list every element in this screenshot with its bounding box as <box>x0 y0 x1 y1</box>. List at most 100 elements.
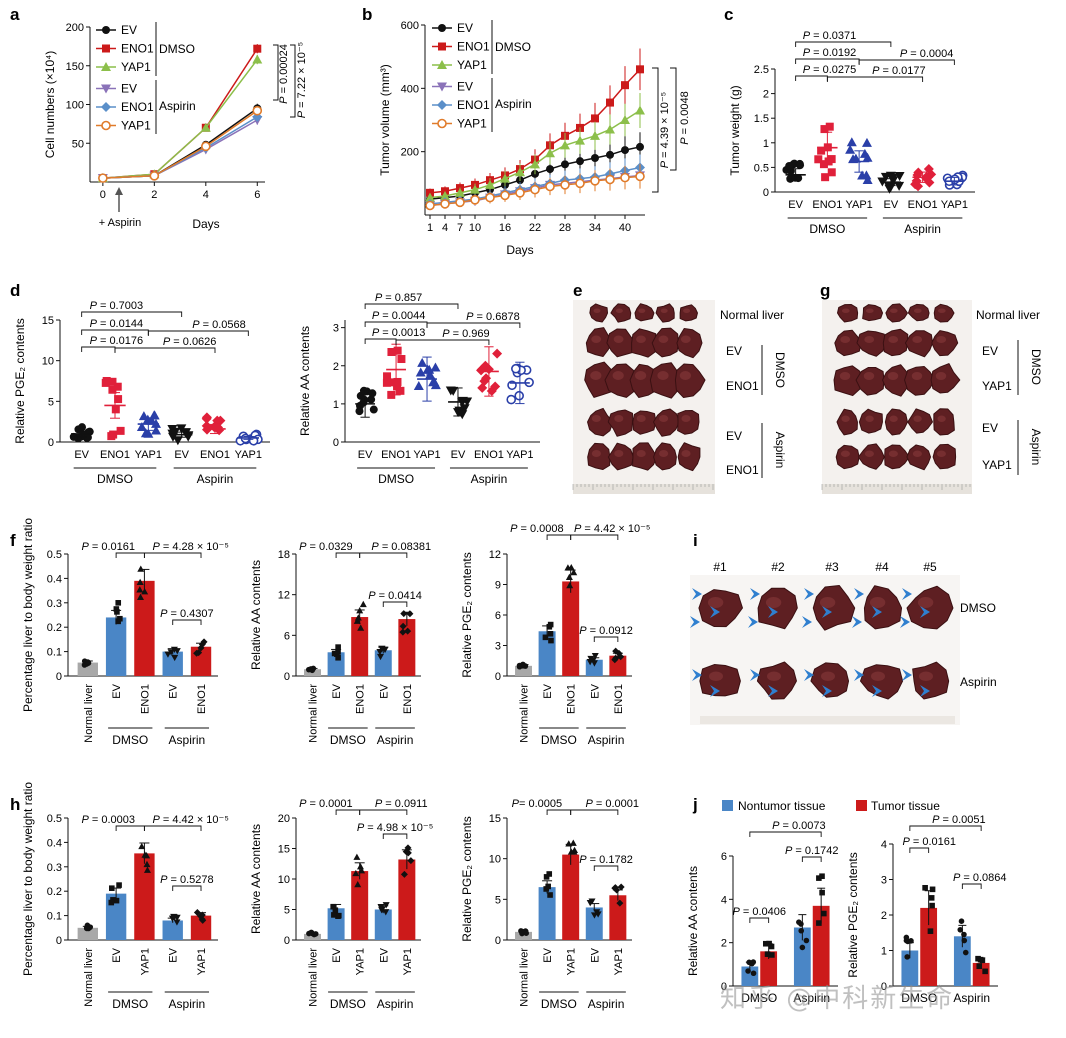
liver-highlight <box>591 450 601 457</box>
bar <box>562 581 580 676</box>
p-italic: P <box>659 160 671 168</box>
data-point <box>170 914 178 921</box>
x-category-label: DMSO <box>741 991 777 1005</box>
tumor-arrow <box>748 616 758 628</box>
chart-h1-y-tick-label: 0.4 <box>47 837 62 849</box>
p-value-label: P = 0.7003 <box>90 300 144 312</box>
data-point <box>480 360 491 371</box>
chart-h2-y-tick-label: 0 <box>284 935 290 947</box>
sample-label: #3 <box>825 560 839 574</box>
data-point <box>492 348 503 359</box>
chart-h1: 0 0.1 0.2 0.3 0.4 0.5 Percentage liver to body… <box>21 782 229 1011</box>
data-point <box>109 885 115 892</box>
data-point <box>457 410 468 420</box>
group-label: DMSO <box>541 733 577 747</box>
data-point <box>961 937 968 944</box>
significance-bracket <box>143 552 202 558</box>
x-category-label: Aspirin <box>953 991 990 1005</box>
chart-f2-y-label: Relative AA contents <box>249 560 263 670</box>
bar <box>77 927 98 940</box>
group-label: Aspirin <box>588 997 625 1011</box>
chart-j2-y-tick-label: 1 <box>881 946 887 958</box>
liver-tissue <box>699 664 741 697</box>
data-point <box>422 364 433 374</box>
legend-label: ENO1 <box>121 100 154 114</box>
tumor-arrow <box>710 685 720 697</box>
legend-group-label: Aspirin <box>159 99 196 113</box>
x-category-label: EV <box>111 683 123 698</box>
bar <box>515 931 532 940</box>
liver-highlight <box>612 371 624 380</box>
data-point <box>979 957 986 964</box>
data-point <box>566 582 574 589</box>
legend-marker <box>438 24 446 32</box>
tumor-arrow <box>750 588 760 600</box>
significance-bracket <box>359 552 408 558</box>
sample-label: #1 <box>713 560 727 574</box>
liver-tissue <box>604 363 640 398</box>
data-point <box>796 161 805 170</box>
p-rest: = 0.0406 <box>740 906 786 918</box>
data-point <box>514 390 525 401</box>
legend-marker <box>101 102 111 112</box>
p-rest: = 0.0044 <box>379 310 425 322</box>
bar <box>812 905 830 986</box>
p-rest: = 0.0005 <box>519 798 562 810</box>
p-italic: P <box>785 845 793 857</box>
significance-bracket <box>382 601 408 607</box>
data-point <box>382 378 391 387</box>
legend-j: Nontumor tissue Tumor tissue <box>722 799 940 813</box>
x-category-label: Normal liver <box>519 684 531 743</box>
bar <box>162 920 183 940</box>
liver-highlight <box>679 371 692 380</box>
p-rest: = 0.00024 <box>278 44 290 96</box>
p-value-label: P = 0.08381 <box>371 541 431 553</box>
p-italic: P <box>160 874 168 886</box>
significance-bracket <box>115 825 145 831</box>
data-point <box>976 963 983 970</box>
bar <box>351 617 369 676</box>
p-value-label: P = 4.42 × 10⁻⁵ <box>152 814 228 826</box>
data-point <box>180 428 191 438</box>
data-point <box>975 955 981 962</box>
chart-a-y-tick-label: 150 <box>66 61 84 73</box>
x-category-label: EV <box>542 683 554 698</box>
p-value-label: P = 0.0864 <box>953 872 1007 884</box>
data-point <box>406 610 414 618</box>
x-category-label: DMSO <box>901 991 937 1005</box>
data-point <box>428 377 439 387</box>
chart-h3-y-tick-label: 0 <box>495 935 501 947</box>
liver-tissue <box>836 408 858 436</box>
chart-h2: 0 5 10 15 20 Relative AA contents Normal liver… <box>249 798 433 1011</box>
chart-b: 200 400 600 Tumor volume (mm³) 1 4 7 10 16 22 28 34… <box>378 20 691 257</box>
chart-c-y-tick-label: 1 <box>763 138 769 150</box>
data-point <box>750 959 757 965</box>
chart-d2-y-tick-label: 2 <box>333 361 339 373</box>
significance-bracket <box>143 825 202 831</box>
liver-highlight <box>680 335 691 343</box>
chart-c-y-tick-label: 0.5 <box>754 162 769 174</box>
p-value-label: P = 4.98 × 10⁻⁵ <box>357 822 433 834</box>
bar <box>920 907 938 986</box>
data-point <box>151 425 162 435</box>
p-value-label: P = 0.0004 <box>900 48 954 60</box>
data-point <box>358 867 366 874</box>
x-category-label: ENO1 <box>402 684 414 714</box>
data-point <box>470 195 480 205</box>
group-label: Aspirin <box>377 997 414 1011</box>
data-point <box>591 154 599 162</box>
chart-b-y-tick-label: 400 <box>401 83 419 95</box>
photo-label-eno1: ENO1 <box>726 463 759 477</box>
x-tick-label: 40 <box>619 222 631 234</box>
p-italic: P <box>372 310 380 322</box>
data-point <box>862 152 873 162</box>
data-point <box>636 65 644 74</box>
p-value-label: P = 0.0192 <box>803 47 857 59</box>
p-rest: = 0.0911 <box>382 798 427 810</box>
data-point <box>413 381 424 391</box>
data-point <box>404 627 412 635</box>
p-rest: = 0.0161 <box>910 836 956 848</box>
liver-highlight <box>864 336 875 343</box>
chart-h1-y-label: Percentage liver to body weight ratio <box>21 782 35 976</box>
